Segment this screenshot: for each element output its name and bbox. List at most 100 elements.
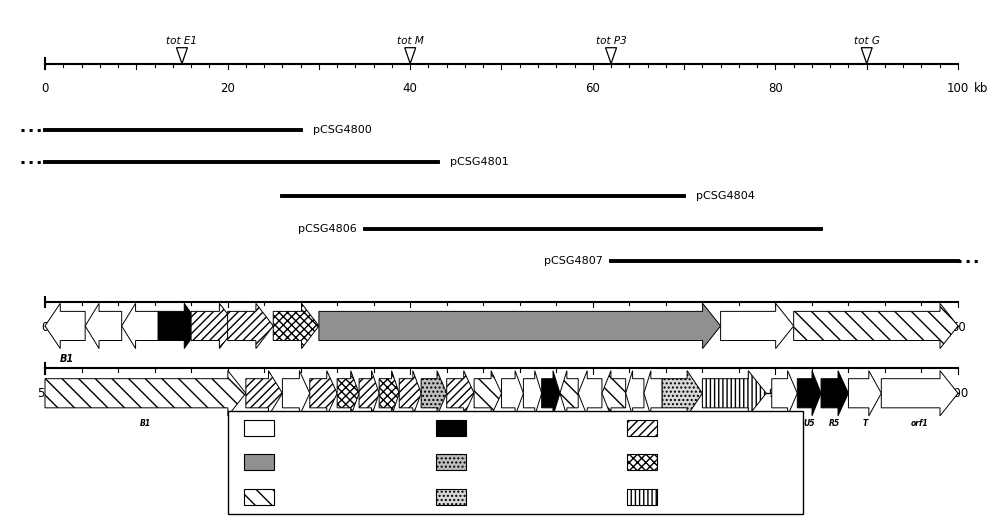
Text: R2: R2 — [608, 420, 619, 428]
Text: D1: D1 — [507, 420, 518, 428]
Text: B2: B2 — [455, 420, 466, 428]
Bar — [436, 420, 466, 436]
Text: P8: P8 — [259, 420, 270, 428]
Text: tot G: tot G — [854, 36, 880, 46]
Text: PKS: PKS — [286, 457, 307, 467]
Text: pCSG4801: pCSG4801 — [450, 157, 508, 166]
Text: 20: 20 — [220, 82, 235, 95]
Bar — [627, 420, 657, 436]
Text: C4: C4 — [405, 420, 416, 428]
Text: 50: 50 — [951, 321, 965, 334]
Text: 100: 100 — [947, 82, 969, 95]
Text: pCSG4806: pCSG4806 — [298, 224, 357, 234]
Text: NRPS: NRPS — [478, 457, 508, 467]
Text: R5: R5 — [829, 420, 840, 428]
Polygon shape — [310, 370, 337, 416]
Polygon shape — [881, 370, 958, 416]
Polygon shape — [772, 370, 797, 416]
Polygon shape — [379, 370, 399, 416]
Bar — [436, 489, 466, 505]
Polygon shape — [578, 370, 602, 416]
Text: tot P3: tot P3 — [596, 36, 626, 46]
FancyBboxPatch shape — [228, 411, 803, 514]
Polygon shape — [228, 303, 273, 349]
Text: I: I — [652, 420, 654, 428]
Bar — [627, 489, 657, 505]
Polygon shape — [794, 303, 958, 349]
Text: B3: B3 — [482, 420, 493, 428]
Text: orf1: orf1 — [911, 420, 928, 428]
Polygon shape — [797, 370, 821, 416]
Text: tot M: tot M — [397, 36, 424, 46]
Polygon shape — [602, 370, 626, 416]
Text: H: H — [548, 420, 554, 428]
Text: K: K — [530, 420, 535, 428]
Text: 90: 90 — [768, 387, 783, 400]
Polygon shape — [282, 370, 310, 416]
Text: G: G — [781, 420, 788, 428]
Polygon shape — [421, 370, 447, 416]
Bar — [436, 454, 466, 471]
Text: 10: 10 — [220, 321, 235, 334]
Text: Dpg synthesis: Dpg synthesis — [669, 457, 748, 467]
Polygon shape — [158, 303, 200, 349]
Polygon shape — [359, 370, 379, 416]
Polygon shape — [191, 303, 237, 349]
Text: Oxygenase: Oxygenase — [669, 423, 732, 433]
Text: C3: C3 — [384, 420, 395, 428]
Polygon shape — [542, 370, 560, 416]
Text: D2: D2 — [676, 420, 688, 428]
Polygon shape — [85, 303, 122, 349]
Polygon shape — [474, 370, 501, 416]
Text: E2: E2 — [429, 420, 439, 428]
Polygon shape — [246, 370, 282, 416]
Text: S: S — [293, 420, 299, 428]
Text: R4: R4 — [729, 420, 740, 428]
Polygon shape — [626, 370, 644, 416]
Text: Non relevant: Non relevant — [286, 423, 358, 433]
Text: T: T — [862, 420, 867, 428]
Polygon shape — [662, 370, 702, 416]
Text: U5: U5 — [803, 420, 815, 428]
Polygon shape — [405, 48, 416, 64]
Text: 80: 80 — [585, 387, 600, 400]
Bar — [244, 489, 274, 505]
Text: C1: C1 — [343, 420, 354, 428]
Text: 20: 20 — [403, 321, 418, 334]
Polygon shape — [273, 303, 319, 349]
Text: pCSG4804: pCSG4804 — [696, 191, 755, 201]
Text: DABA synthesis: DABA synthesis — [286, 492, 373, 502]
Polygon shape — [122, 303, 158, 349]
Bar — [244, 420, 274, 436]
Polygon shape — [45, 370, 246, 416]
Polygon shape — [399, 370, 421, 416]
Text: 0: 0 — [41, 321, 49, 334]
Text: B1: B1 — [60, 354, 74, 364]
Text: 0: 0 — [41, 82, 49, 95]
Text: 40: 40 — [403, 82, 418, 95]
Polygon shape — [861, 48, 872, 64]
Polygon shape — [721, 303, 794, 349]
Text: 100: 100 — [947, 387, 969, 400]
Polygon shape — [337, 370, 359, 416]
Bar — [627, 454, 657, 471]
Text: tot E1: tot E1 — [166, 36, 197, 46]
Text: pCSG4800: pCSG4800 — [313, 125, 371, 135]
Polygon shape — [644, 370, 662, 416]
Text: 70: 70 — [403, 387, 418, 400]
Text: pCSG4807: pCSG4807 — [544, 256, 603, 266]
Text: B1: B1 — [140, 420, 151, 428]
Text: R1: R1 — [584, 420, 596, 428]
Polygon shape — [848, 370, 881, 416]
Text: P4: P4 — [318, 420, 329, 428]
Bar — [244, 454, 274, 471]
Text: Unknown function: Unknown function — [478, 423, 579, 433]
Polygon shape — [45, 303, 85, 349]
Text: 40: 40 — [768, 321, 783, 334]
Polygon shape — [447, 370, 474, 416]
Text: kb: kb — [974, 82, 988, 95]
Text: U4: U4 — [563, 420, 575, 428]
Text: 80: 80 — [768, 82, 783, 95]
Polygon shape — [560, 370, 578, 416]
Text: 60: 60 — [220, 387, 235, 400]
